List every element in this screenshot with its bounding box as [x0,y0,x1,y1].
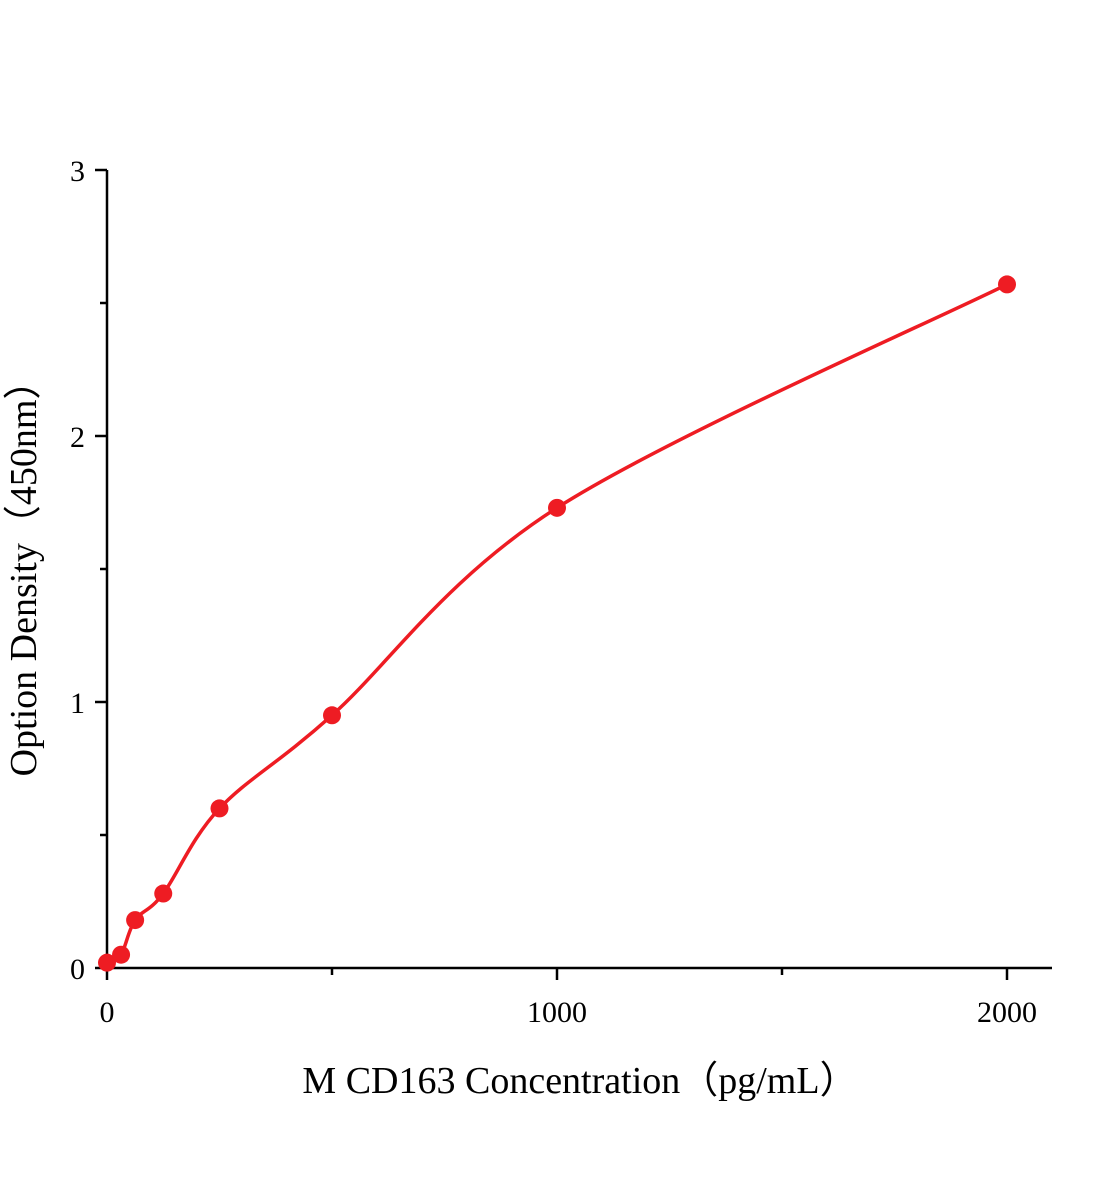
fit-curve [105,282,1009,965]
data-point [112,945,131,964]
data-point [548,498,566,517]
x-axis-tick-label: 2000 [977,996,1037,1029]
data-point [154,884,173,903]
data-point [210,799,229,818]
x-axis-label: M CD163 Concentration（pg/mL） [302,1060,857,1102]
y-axis-tick-label: 3 [70,155,85,188]
y-axis-tick-label: 1 [70,687,85,720]
x-axis-tick-label: 0 [100,996,115,1029]
y-axis-tick-label: 2 [70,421,85,454]
data-point [998,275,1016,294]
data-point [98,953,116,972]
data-point [323,706,341,725]
x-axis-tick-label: 1000 [527,996,587,1029]
plot-layer: 0 1000 2000 0 1 2 3 [70,155,1052,1029]
data-point [126,911,145,930]
y-axis-label: Option Density（450nm） [3,362,45,777]
y-axis-tick-label: 0 [70,953,85,986]
